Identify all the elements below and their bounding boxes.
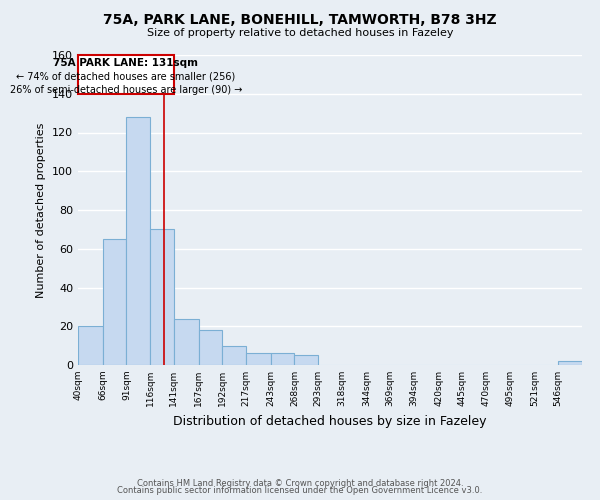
Text: 75A, PARK LANE, BONEHILL, TAMWORTH, B78 3HZ: 75A, PARK LANE, BONEHILL, TAMWORTH, B78 … [103,12,497,26]
Bar [295,356,318,365]
X-axis label: Distribution of detached houses by size in Fazeley: Distribution of detached houses by size … [173,414,487,428]
Bar [246,354,271,365]
Bar [174,318,199,365]
Text: Size of property relative to detached houses in Fazeley: Size of property relative to detached ho… [147,28,453,38]
Text: 75A PARK LANE: 131sqm: 75A PARK LANE: 131sqm [53,58,199,68]
Y-axis label: Number of detached properties: Number of detached properties [37,122,46,298]
Bar [103,239,127,365]
Bar [222,346,246,365]
Bar [558,361,582,365]
Text: ← 74% of detached houses are smaller (256): ← 74% of detached houses are smaller (25… [16,72,236,82]
Text: 26% of semi-detached houses are larger (90) →: 26% of semi-detached houses are larger (… [10,85,242,95]
Text: Contains public sector information licensed under the Open Government Licence v3: Contains public sector information licen… [118,486,482,495]
Bar [127,117,150,365]
Text: Contains HM Land Registry data © Crown copyright and database right 2024.: Contains HM Land Registry data © Crown c… [137,478,463,488]
Bar [78,326,103,365]
Bar [150,230,174,365]
Bar [199,330,222,365]
Bar [271,354,295,365]
FancyBboxPatch shape [78,55,174,94]
